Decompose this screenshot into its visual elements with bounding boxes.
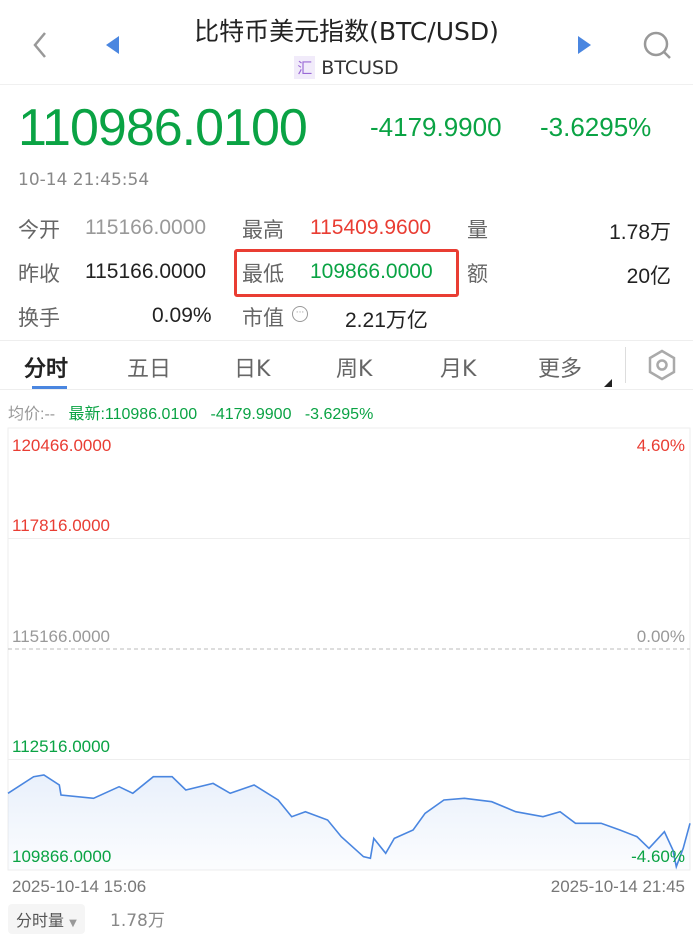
dropdown-icon: ▼ bbox=[69, 918, 77, 929]
pct-tick-label: 0.00% bbox=[637, 627, 685, 647]
volume-selector[interactable]: 分时量 ▼ bbox=[8, 904, 85, 934]
pct-tick-label: 4.60% bbox=[637, 436, 685, 456]
pct-tick-label: -4.60% bbox=[631, 847, 685, 867]
volume-value: 1.78万 bbox=[110, 906, 165, 931]
y-tick-label: 115166.0000 bbox=[12, 627, 110, 647]
x-start-label: 2025-10-14 15:06 bbox=[12, 877, 146, 897]
x-end-label: 2025-10-14 21:45 bbox=[551, 877, 685, 897]
y-tick-label: 109866.0000 bbox=[12, 847, 111, 867]
y-tick-label: 117816.0000 bbox=[12, 516, 110, 536]
volume-selector-label: 分时量 bbox=[16, 911, 64, 930]
y-tick-label: 120466.0000 bbox=[12, 436, 111, 456]
y-tick-label: 112516.0000 bbox=[12, 737, 110, 757]
